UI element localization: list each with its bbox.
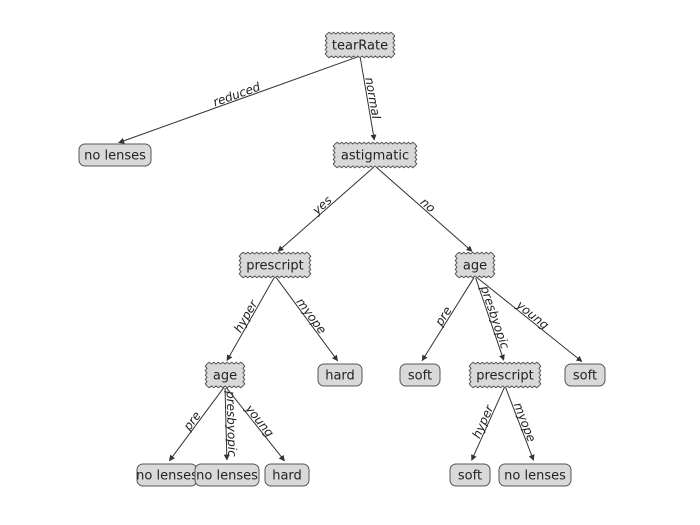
edge-label: pre bbox=[180, 409, 204, 434]
node-label: no lenses bbox=[84, 149, 146, 164]
edge-label: myope bbox=[511, 400, 539, 443]
decision-tree-diagram: reduced normal yes no hyper myope pre presbyopi… bbox=[0, 0, 700, 525]
edge-label: young bbox=[513, 297, 552, 332]
node-label: soft bbox=[573, 369, 597, 384]
node-label: tearRate bbox=[332, 39, 388, 54]
edge-label: normal bbox=[362, 76, 383, 121]
node-label: age bbox=[213, 369, 237, 384]
node-label: prescript bbox=[476, 369, 534, 384]
node-label: hard bbox=[272, 469, 302, 484]
node-label: age bbox=[463, 259, 487, 274]
edge-label: no bbox=[418, 195, 438, 215]
edge-label: presbyopic bbox=[224, 390, 240, 458]
node-label: prescript bbox=[246, 259, 304, 274]
node-label: astigmatic bbox=[341, 149, 409, 164]
edge-label: presbyopic bbox=[477, 283, 512, 351]
node-label: no lenses bbox=[136, 469, 198, 484]
edge-label: hyper bbox=[469, 402, 496, 440]
node-label: soft bbox=[458, 469, 482, 484]
edge-label: hyper bbox=[231, 297, 261, 335]
edge-label: young bbox=[242, 401, 277, 440]
edge-label: pre bbox=[432, 304, 455, 329]
node-label: soft bbox=[408, 369, 432, 384]
edge-label: myope bbox=[293, 295, 329, 336]
node-label: no lenses bbox=[504, 469, 566, 484]
edge-label: yes bbox=[309, 193, 335, 218]
node-label: hard bbox=[325, 369, 355, 384]
edge-label: reduced bbox=[211, 79, 262, 109]
edges-layer: reduced normal yes no hyper myope pre presbyopi… bbox=[119, 57, 582, 461]
node-label: no lenses bbox=[196, 469, 258, 484]
